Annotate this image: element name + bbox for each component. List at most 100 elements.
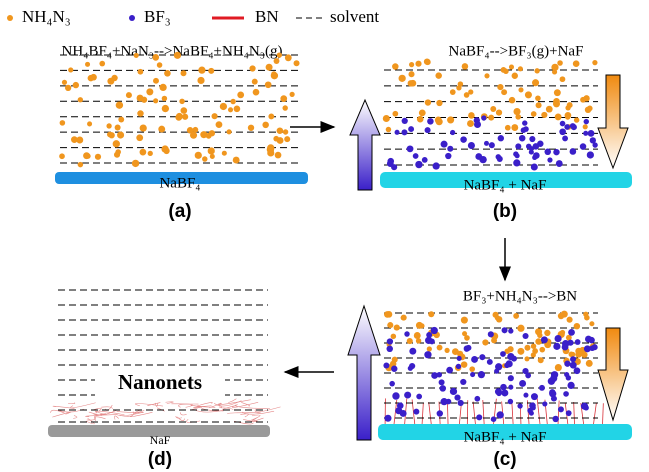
bn-fiber <box>594 403 597 424</box>
particle <box>544 330 550 336</box>
particle <box>153 98 158 103</box>
particle <box>216 121 223 128</box>
particle <box>476 414 482 420</box>
particle <box>134 53 139 58</box>
particle <box>592 142 597 147</box>
particle <box>450 89 456 95</box>
particle <box>570 148 577 155</box>
particle <box>560 121 566 127</box>
particle <box>460 379 466 385</box>
particle <box>414 332 421 339</box>
particle <box>275 152 282 159</box>
particle <box>544 149 551 156</box>
down-arrow <box>598 75 628 168</box>
particle <box>197 77 204 84</box>
particle <box>60 120 66 126</box>
bn-fiber <box>483 400 484 424</box>
particle <box>461 361 468 368</box>
particle <box>431 327 438 334</box>
bn-net <box>252 415 260 420</box>
particle <box>471 356 478 363</box>
particle <box>560 330 565 335</box>
particle <box>574 323 580 329</box>
particle <box>280 95 287 102</box>
particle <box>389 381 395 387</box>
particle <box>68 67 73 72</box>
particle <box>456 85 461 90</box>
particle <box>501 389 508 396</box>
particle <box>427 346 432 351</box>
particle <box>436 118 443 125</box>
particle <box>446 367 453 374</box>
particle <box>413 153 419 159</box>
product-label: Nanonets <box>118 370 202 394</box>
particle <box>555 364 562 371</box>
particle <box>118 117 124 123</box>
particle <box>513 313 519 319</box>
particle <box>457 351 463 357</box>
particle <box>587 106 593 112</box>
bn-net <box>236 405 270 409</box>
particle <box>138 69 144 75</box>
particle <box>88 75 94 81</box>
bn-net <box>180 412 186 415</box>
particle <box>519 380 526 387</box>
particle <box>106 123 111 128</box>
particle <box>200 131 207 138</box>
panel-label: (d) <box>148 449 172 470</box>
particle <box>488 115 494 121</box>
particle <box>409 348 416 355</box>
particle <box>253 89 260 96</box>
particle <box>531 164 538 171</box>
particle <box>391 366 397 372</box>
particle <box>209 130 215 136</box>
particle <box>553 149 559 155</box>
particle <box>78 162 84 168</box>
particle <box>416 394 422 400</box>
particle <box>547 157 552 162</box>
particle <box>237 91 244 98</box>
particle <box>227 129 232 134</box>
particle <box>551 396 557 402</box>
particle <box>391 334 397 340</box>
particle <box>531 344 536 349</box>
particle <box>513 159 520 166</box>
particle <box>462 63 469 70</box>
panel-label: (b) <box>493 201 517 222</box>
particle <box>456 364 461 369</box>
particle <box>589 321 594 326</box>
bn-net <box>115 416 119 420</box>
bn-net <box>94 417 105 421</box>
bn-net <box>73 416 77 419</box>
particle <box>470 372 475 377</box>
particle <box>460 136 467 143</box>
particle <box>148 151 153 156</box>
diagram: NH₄N₃ BF₃ BN solvent NH₄BF₄+NaN₃-->NaBF₄… <box>0 0 649 472</box>
particle <box>416 338 421 343</box>
particle <box>468 112 475 119</box>
particle <box>539 347 545 353</box>
particle <box>383 363 389 369</box>
particle <box>523 393 528 398</box>
particle <box>248 125 254 131</box>
layers <box>51 52 604 424</box>
particle <box>404 331 409 336</box>
particle <box>212 113 218 119</box>
particle <box>529 411 534 416</box>
bn-fiber <box>429 402 432 424</box>
particle <box>228 107 233 112</box>
particle <box>222 151 227 156</box>
particle <box>467 120 474 127</box>
particle <box>570 356 576 362</box>
particle <box>537 333 542 338</box>
bn-net <box>255 407 280 412</box>
particle <box>535 338 542 345</box>
particle <box>588 337 594 343</box>
particle <box>394 324 400 330</box>
particle <box>408 71 414 77</box>
particle <box>425 337 432 344</box>
legend-text: BN <box>255 7 279 26</box>
particle <box>531 393 538 400</box>
particle <box>230 99 235 104</box>
particle <box>556 160 563 167</box>
